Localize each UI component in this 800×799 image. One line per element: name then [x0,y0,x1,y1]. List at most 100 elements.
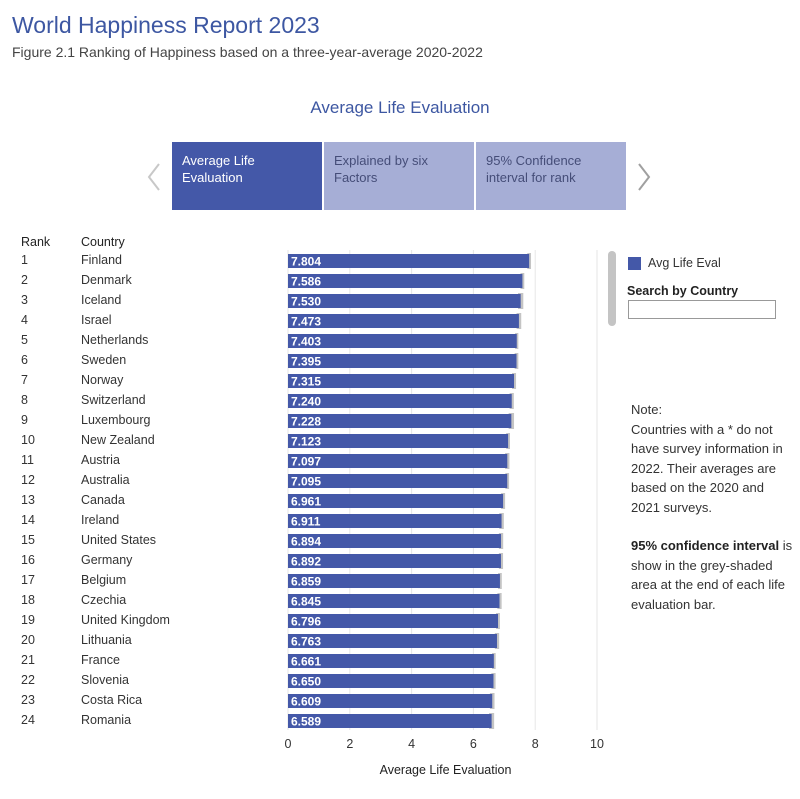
bar-value-label: 6.796 [291,615,321,629]
bar[interactable] [288,694,493,708]
country-cell[interactable]: New Zealand [81,433,155,447]
bar-value-label: 7.804 [291,255,321,269]
bar[interactable] [288,494,504,508]
bar[interactable] [288,614,498,628]
tab-average-life-evaluation[interactable]: Average Life Evaluation [172,142,322,210]
bar[interactable] [288,394,512,408]
country-cell[interactable]: Slovenia [81,673,129,687]
bar-value-label: 6.892 [291,555,321,569]
prev-arrow-icon[interactable] [143,160,165,194]
rank-cell: 21 [21,653,35,667]
note-title: Note: [631,402,663,417]
rank-cell: 8 [21,393,28,407]
bar[interactable] [288,594,500,608]
rank-header: Rank [21,235,51,249]
country-cell[interactable]: Costa Rica [81,693,143,707]
ci-band [527,253,532,269]
country-cell[interactable]: Denmark [81,273,132,287]
bar-value-label: 6.661 [291,655,321,669]
report-title: World Happiness Report 2023 [12,12,320,38]
next-arrow-icon[interactable] [633,160,655,194]
country-cell[interactable]: Romania [81,713,132,727]
rank-cell: 18 [21,593,35,607]
country-cell[interactable]: Switzerland [81,393,146,407]
ci-band [492,653,496,669]
note-text: Countries with a * do not have survey in… [631,421,783,515]
bar-value-label: 6.650 [291,675,321,689]
rank-cell: 24 [21,713,35,727]
rank-cell: 19 [21,613,35,627]
report-subtitle: Figure 2.1 Ranking of Happiness based on… [12,44,483,60]
bar[interactable] [288,374,515,388]
bar[interactable] [288,314,519,328]
bar[interactable] [288,574,500,588]
bar[interactable] [288,654,494,668]
bar-value-label: 7.315 [291,375,321,389]
x-tick-label: 10 [590,737,604,751]
country-cell[interactable]: Germany [81,553,133,567]
bar-value-label: 6.609 [291,695,321,709]
country-cell[interactable]: United Kingdom [81,613,170,627]
country-cell[interactable]: Ireland [81,513,120,527]
country-cell[interactable]: United States [81,533,157,547]
rank-cell: 10 [21,433,35,447]
bar[interactable] [288,254,530,268]
country-cell[interactable]: Lithuania [81,633,132,647]
ci-band [505,473,510,489]
ci-band [499,513,504,529]
search-country-input[interactable] [628,300,776,319]
rank-cell: 9 [21,413,28,427]
country-cell[interactable]: Finland [81,253,122,267]
bar[interactable] [288,534,502,548]
bar[interactable] [288,354,517,368]
bar[interactable] [288,454,508,468]
x-tick-label: 6 [470,737,477,751]
bar[interactable] [288,714,492,728]
tab-explained-by-six-factors[interactable]: Explained by six Factors [324,142,474,210]
rank-cell: 3 [21,293,28,307]
rank-cell: 16 [21,553,35,567]
bar[interactable] [288,294,521,308]
country-cell[interactable]: Belgium [81,573,127,587]
bar-value-label: 7.095 [291,475,321,489]
bar-value-label: 6.859 [291,575,321,589]
bar[interactable] [288,334,517,348]
bar-value-label: 7.123 [291,435,321,449]
country-cell[interactable]: Netherlands [81,333,149,347]
bar-value-label: 6.961 [291,495,321,509]
country-cell[interactable]: Austria [81,453,120,467]
bar-value-label: 7.097 [291,455,321,469]
country-cell[interactable]: Israel [81,313,112,327]
bar-value-label: 6.911 [291,515,321,529]
country-cell[interactable]: Sweden [81,353,127,367]
country-cell[interactable]: Iceland [81,293,122,307]
bar[interactable] [288,514,502,528]
x-tick-label: 4 [408,737,415,751]
bar[interactable] [288,674,494,688]
legend-label: Avg Life Eval [648,256,721,270]
bar[interactable] [288,634,497,648]
bar[interactable] [288,434,509,448]
ci-band [489,693,495,709]
rank-cell: 14 [21,513,35,527]
bar-value-label: 7.228 [291,415,321,429]
bar-value-label: 7.586 [291,275,321,289]
x-tick-label: 8 [532,737,539,751]
rank-cell: 5 [21,333,28,347]
scrollbar[interactable] [608,251,616,326]
bar[interactable] [288,554,501,568]
search-label: Search by Country [627,284,739,298]
country-cell[interactable]: France [81,653,120,667]
bar[interactable] [288,474,508,488]
bar[interactable] [288,274,523,288]
rank-cell: 1 [21,253,28,267]
country-cell[interactable]: Czechia [81,593,127,607]
country-cell[interactable]: Norway [81,373,124,387]
tab-confidence-interval[interactable]: 95% Confidence interval for rank [476,142,626,210]
country-cell[interactable]: Canada [81,493,125,507]
country-cell[interactable]: Australia [81,473,130,487]
country-cell[interactable]: Luxembourg [81,413,151,427]
note-ci-text: is show in the grey-shaded area at the e… [631,538,793,612]
bar[interactable] [288,414,512,428]
